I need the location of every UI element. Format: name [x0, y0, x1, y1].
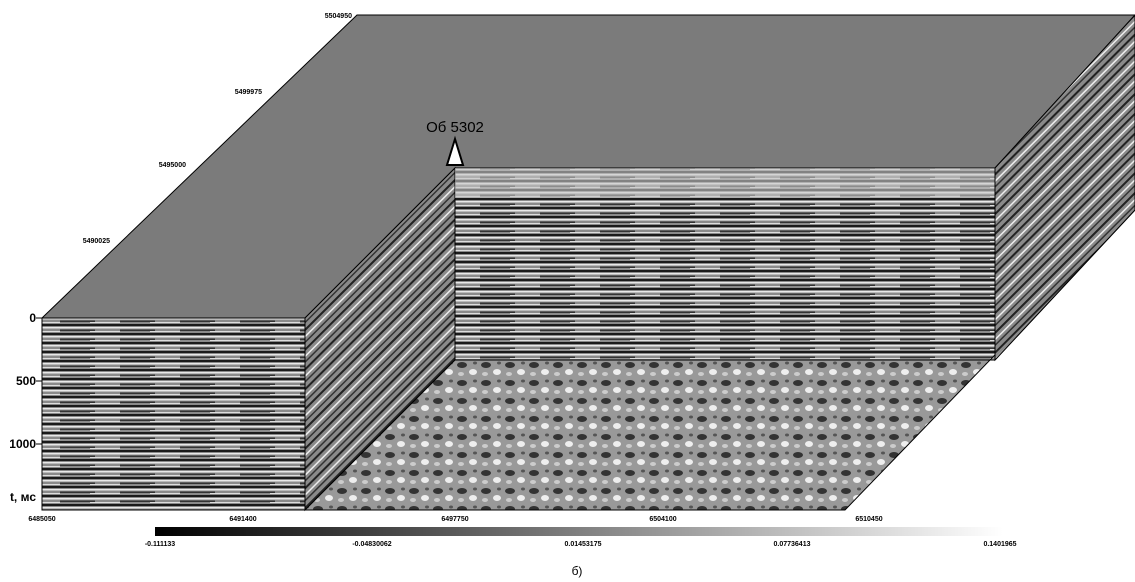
annotation: Об 5302 [426, 119, 484, 136]
x-tick-label: 6491400 [229, 516, 256, 523]
diagonal-axis: 5504950 5499975 5495000 5490025 [83, 13, 352, 245]
diag-tick-label: 5499975 [235, 89, 262, 96]
caption: б) [572, 564, 583, 578]
water-layer [455, 168, 995, 198]
colorbar-label: -0.04830062 [352, 541, 391, 548]
colorbar-gradient [155, 527, 1003, 536]
colorbar-label: 0.01453175 [565, 541, 602, 548]
y-axis-title: t, мс [10, 490, 36, 504]
y-tick-label: 500 [16, 374, 36, 388]
x-tick-label: 6485050 [28, 516, 55, 523]
x-tick-label: 6504100 [649, 516, 676, 523]
diag-tick-label: 5495000 [159, 162, 186, 169]
colorbar-label: -0.111133 [145, 541, 175, 548]
colorbar-label: 0.07736413 [774, 541, 811, 548]
front-section [41, 317, 306, 511]
right-section [994, 14, 1135, 362]
diag-tick-label: 5490025 [83, 238, 110, 245]
colorbar: -0.111133 -0.04830062 0.01453175 0.07736… [145, 527, 1017, 548]
profile-marker [445, 135, 465, 166]
colorbar-label: 0.1401965 [983, 541, 1016, 548]
y-tick-label: 0 [29, 311, 36, 325]
y-axis: 0 500 1000 t, мс [9, 311, 42, 504]
x-tick-label: 6510450 [855, 516, 882, 523]
x-axis: 6485050 6491400 6497750 6504100 6510450 [28, 516, 882, 523]
x-tick-label: 6497750 [441, 516, 468, 523]
y-tick-label: 1000 [9, 437, 36, 451]
diag-tick-label: 5504950 [325, 13, 352, 20]
back-section [454, 167, 996, 361]
